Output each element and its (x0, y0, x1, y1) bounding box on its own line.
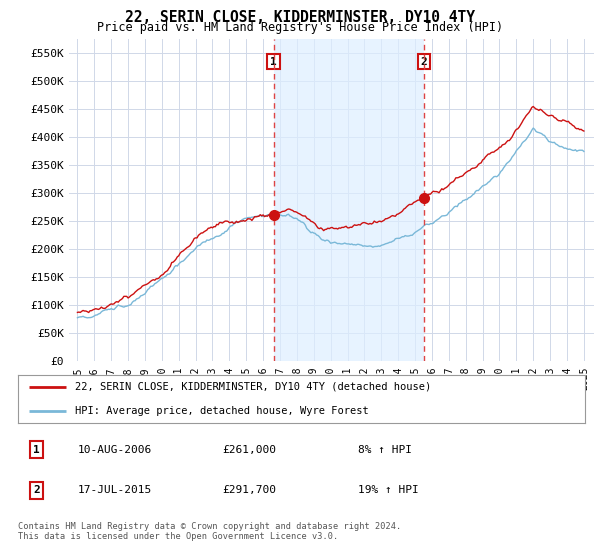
Text: 1: 1 (34, 445, 40, 455)
Text: 22, SERIN CLOSE, KIDDERMINSTER, DY10 4TY (detached house): 22, SERIN CLOSE, KIDDERMINSTER, DY10 4TY… (75, 381, 431, 391)
Text: 2: 2 (421, 57, 428, 67)
Text: 1: 1 (270, 57, 277, 67)
Text: 8% ↑ HPI: 8% ↑ HPI (358, 445, 412, 455)
Text: 17-JUL-2015: 17-JUL-2015 (77, 486, 152, 495)
Bar (274, 39, 424, 361)
Text: 2: 2 (34, 486, 40, 495)
Text: 19% ↑ HPI: 19% ↑ HPI (358, 486, 419, 495)
Text: 10-AUG-2006: 10-AUG-2006 (77, 445, 152, 455)
Text: £261,000: £261,000 (222, 445, 276, 455)
Text: £291,700: £291,700 (222, 486, 276, 495)
Text: Contains HM Land Registry data © Crown copyright and database right 2024.
This d: Contains HM Land Registry data © Crown c… (18, 522, 401, 542)
Text: 22, SERIN CLOSE, KIDDERMINSTER, DY10 4TY: 22, SERIN CLOSE, KIDDERMINSTER, DY10 4TY (125, 10, 475, 25)
Text: Price paid vs. HM Land Registry's House Price Index (HPI): Price paid vs. HM Land Registry's House … (97, 21, 503, 34)
Text: HPI: Average price, detached house, Wyre Forest: HPI: Average price, detached house, Wyre… (75, 407, 368, 417)
